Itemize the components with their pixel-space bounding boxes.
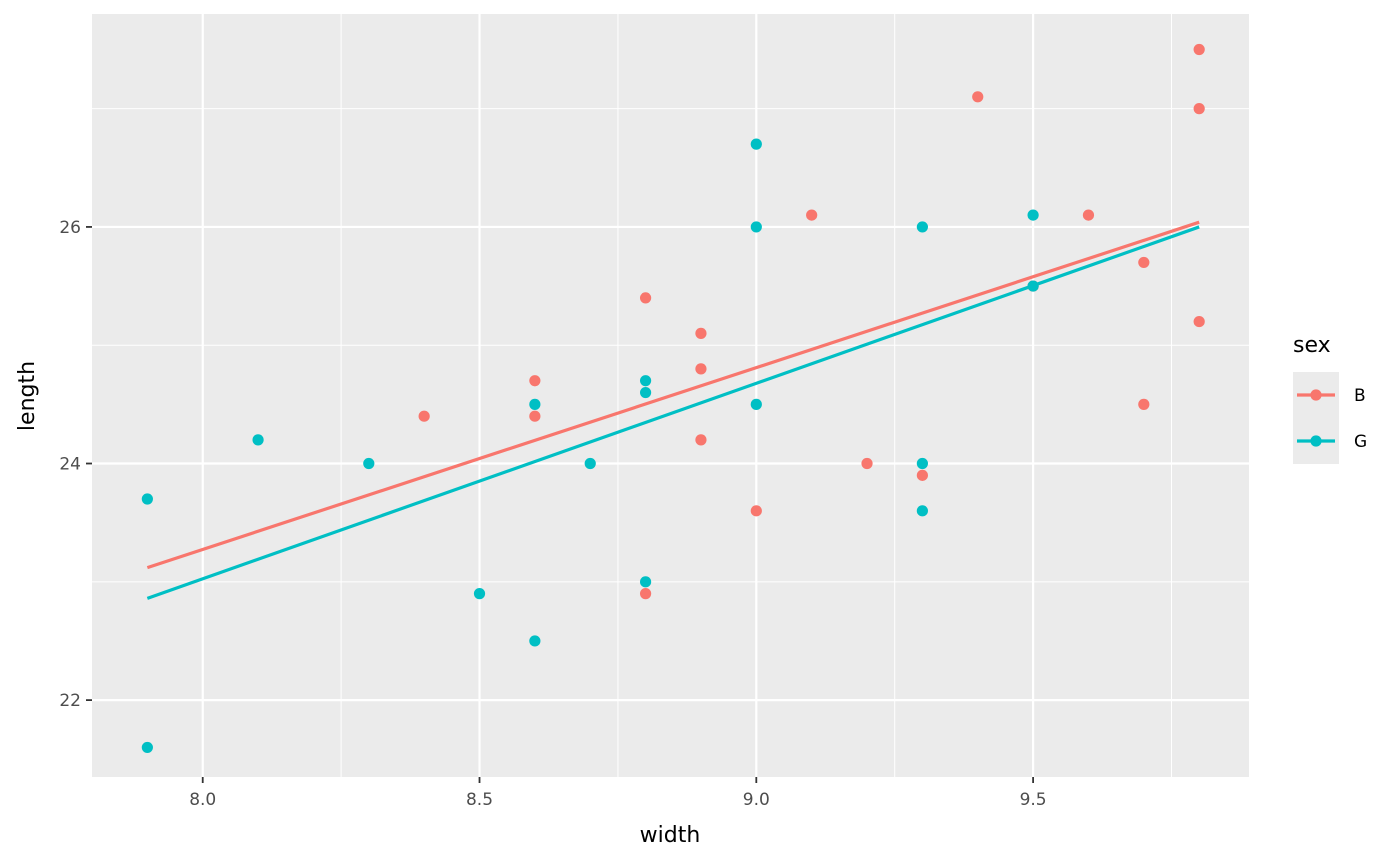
data-point-g bbox=[529, 635, 541, 647]
x-tick-label: 9.5 bbox=[1020, 790, 1047, 810]
x-tick-label: 8.0 bbox=[189, 790, 216, 810]
x-tick-label: 8.5 bbox=[466, 790, 493, 810]
y-axis-title: length bbox=[15, 361, 40, 431]
fit-line-b bbox=[146, 220, 1200, 570]
data-point-b bbox=[1193, 43, 1205, 56]
data-point-b bbox=[1193, 103, 1205, 115]
data-point-b bbox=[861, 457, 873, 470]
data-point-b bbox=[639, 292, 652, 304]
data-point-g bbox=[473, 588, 486, 600]
legend-key-g: G bbox=[1293, 418, 1367, 464]
y-tick-label: 24 bbox=[59, 455, 81, 475]
y-tick-label: 22 bbox=[59, 691, 81, 711]
data-point-b bbox=[750, 505, 762, 517]
data-point-g bbox=[750, 221, 762, 233]
data-point-b bbox=[1138, 256, 1150, 269]
data-point-b bbox=[1138, 398, 1150, 410]
data-point-g bbox=[916, 221, 928, 233]
data-point-b bbox=[1193, 315, 1205, 328]
data-point-b bbox=[695, 363, 707, 375]
data-point-g bbox=[750, 138, 762, 150]
y-axis: 22 24 26 bbox=[59, 218, 92, 711]
data-point-g bbox=[252, 434, 264, 446]
fit-lines bbox=[146, 220, 1200, 600]
data-point-g bbox=[916, 457, 928, 470]
data-point-b bbox=[916, 469, 928, 481]
y-tick-label: 26 bbox=[59, 218, 81, 238]
data-point-b bbox=[418, 410, 430, 422]
data-point-g bbox=[363, 457, 375, 470]
minor-gridlines bbox=[92, 14, 1249, 777]
major-gridlines bbox=[92, 14, 1249, 777]
legend-title: sex bbox=[1293, 333, 1331, 358]
data-point-b bbox=[529, 410, 541, 422]
legend-key-b: B bbox=[1293, 372, 1366, 418]
data-point-g bbox=[529, 398, 541, 410]
legend-label-g: G bbox=[1354, 432, 1367, 452]
x-axis-title: width bbox=[640, 823, 701, 848]
data-point-b bbox=[695, 434, 707, 446]
data-point-g bbox=[916, 505, 928, 517]
data-point-g bbox=[639, 576, 652, 588]
legend: sex B G bbox=[1293, 333, 1367, 464]
x-axis: 8.0 8.5 9.0 9.5 bbox=[189, 777, 1047, 810]
data-point-b bbox=[695, 327, 707, 339]
data-point-g bbox=[639, 375, 652, 387]
legend-key-point bbox=[1310, 389, 1322, 401]
data-point-g bbox=[750, 398, 762, 410]
data-points bbox=[141, 43, 1205, 754]
data-point-g bbox=[141, 493, 153, 505]
data-point-g bbox=[1027, 209, 1039, 221]
data-point-b bbox=[972, 91, 984, 103]
data-point-b bbox=[806, 209, 818, 221]
data-point-b bbox=[639, 588, 652, 600]
fit-line-g bbox=[146, 225, 1200, 600]
x-tick-label: 9.0 bbox=[743, 790, 770, 810]
data-point-b bbox=[1082, 209, 1095, 221]
data-point-g bbox=[1027, 280, 1039, 292]
legend-label-b: B bbox=[1354, 386, 1366, 406]
data-point-g bbox=[141, 741, 153, 754]
data-point-g bbox=[584, 457, 596, 470]
legend-key-point bbox=[1310, 435, 1322, 447]
data-point-g bbox=[639, 386, 652, 399]
data-point-b bbox=[529, 375, 541, 387]
